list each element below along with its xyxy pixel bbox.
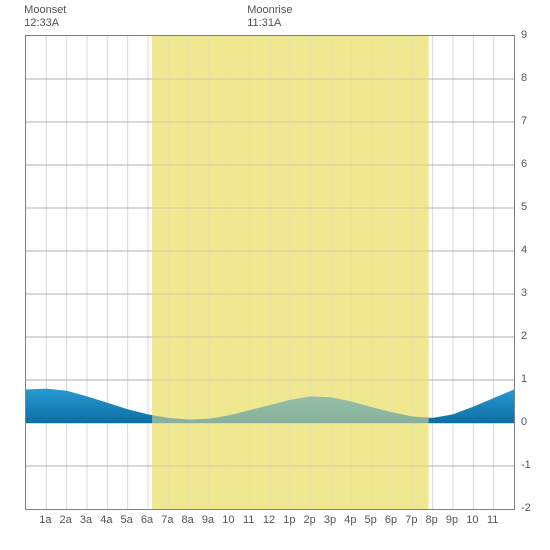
x-tick-label: 3p bbox=[324, 514, 336, 526]
moonrise-label: Moonrise 11:31A bbox=[247, 4, 292, 30]
y-tick-label: 6 bbox=[521, 158, 527, 170]
x-tick-label: 12 bbox=[263, 514, 275, 526]
x-tick-label: 9p bbox=[446, 514, 458, 526]
y-tick-label: 9 bbox=[521, 29, 527, 41]
y-tick-label: 8 bbox=[521, 72, 527, 84]
y-tick-label: -2 bbox=[521, 502, 531, 514]
x-tick-label: 11 bbox=[487, 514, 498, 526]
x-tick-label: 4p bbox=[344, 514, 356, 526]
x-tick-label: 8a bbox=[182, 514, 194, 526]
x-tick-label: 11 bbox=[243, 514, 254, 526]
chart-svg bbox=[26, 36, 514, 509]
moonset-label: Moonset 12:33A bbox=[24, 4, 66, 30]
x-tick-label: 2p bbox=[304, 514, 316, 526]
x-tick-label: 4a bbox=[100, 514, 112, 526]
x-tick-label: 7p bbox=[405, 514, 417, 526]
chart-plot-area bbox=[25, 35, 515, 510]
y-tick-label: 5 bbox=[521, 201, 527, 213]
x-tick-label: 3a bbox=[80, 514, 92, 526]
y-tick-label: -1 bbox=[521, 459, 531, 471]
x-tick-label: 2a bbox=[60, 514, 72, 526]
x-tick-label: 1p bbox=[283, 514, 295, 526]
moonset-time: 12:33A bbox=[24, 17, 66, 30]
x-tick-label: 7a bbox=[161, 514, 173, 526]
x-tick-label: 6a bbox=[141, 514, 153, 526]
x-tick-label: 8p bbox=[426, 514, 438, 526]
y-tick-label: 3 bbox=[521, 287, 527, 299]
x-tick-label: 1a bbox=[39, 514, 51, 526]
x-tick-label: 10 bbox=[466, 514, 478, 526]
x-tick-label: 5p bbox=[365, 514, 377, 526]
moonset-title: Moonset bbox=[24, 4, 66, 17]
x-tick-label: 6p bbox=[385, 514, 397, 526]
moonrise-time: 11:31A bbox=[247, 17, 292, 30]
y-tick-label: 7 bbox=[521, 115, 527, 127]
y-tick-label: 1 bbox=[521, 373, 527, 385]
moonrise-title: Moonrise bbox=[247, 4, 292, 17]
y-tick-label: 0 bbox=[521, 416, 527, 428]
x-tick-label: 5a bbox=[121, 514, 133, 526]
x-tick-label: 9a bbox=[202, 514, 214, 526]
y-tick-label: 2 bbox=[521, 330, 527, 342]
x-tick-label: 10 bbox=[222, 514, 234, 526]
y-tick-label: 4 bbox=[521, 244, 527, 256]
tide-chart-container: Moonset 12:33A Moonrise 11:31A 1a 2a 3a 4a 5… bbox=[0, 0, 550, 550]
